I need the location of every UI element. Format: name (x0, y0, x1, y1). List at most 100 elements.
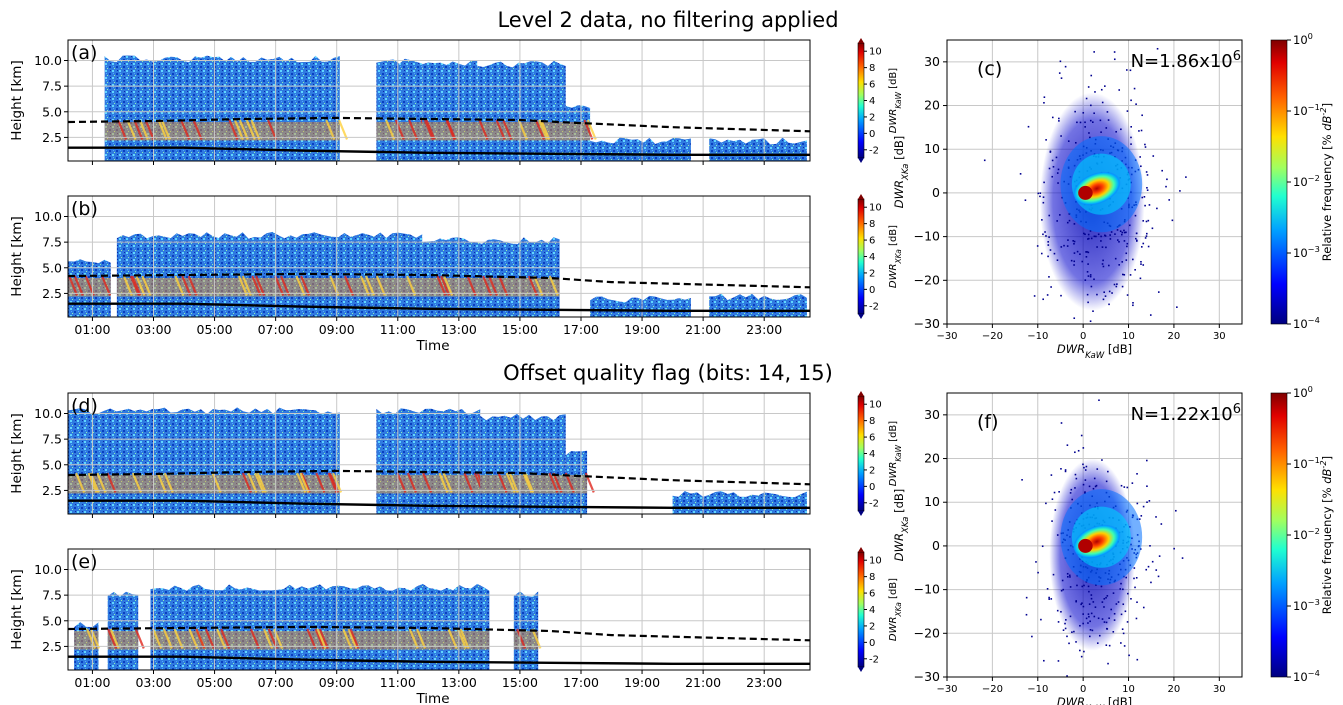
scatter-point (1119, 588, 1122, 590)
colorbar (1270, 39, 1288, 325)
fallstreak (478, 119, 489, 140)
scatter-point (1068, 574, 1071, 577)
scatter-point (1076, 584, 1078, 587)
scatter-point (1125, 576, 1128, 579)
fallstreak (375, 275, 386, 296)
scatter-point (1073, 317, 1076, 320)
x-tick-label: 15:00 (502, 675, 538, 690)
scatter-point (1053, 491, 1056, 494)
colorbar-label: DWRXKa [dB] (888, 225, 903, 288)
x-tick-label: 17:00 (563, 675, 599, 690)
scatter-point (1126, 621, 1129, 623)
scatter-point (1152, 155, 1155, 157)
scatter-point (1066, 245, 1069, 247)
scatter-point (1142, 606, 1145, 609)
colorbar-tick-label: 10−2 (1293, 526, 1320, 542)
scatter-point (1160, 523, 1163, 525)
x-tick-label: −10 (1027, 684, 1048, 695)
scatter-point (1145, 394, 1147, 396)
panel-letter: (d) (71, 395, 98, 417)
colorbar-tick-label: 100 (1293, 384, 1313, 400)
echo-region (107, 591, 139, 670)
scatter-point (1107, 119, 1110, 121)
scatter-point (1060, 422, 1063, 424)
cloud-base-line (68, 146, 810, 157)
fallstreak (296, 472, 307, 493)
scatter-point (1087, 233, 1090, 236)
colorbar-label: Relative frequency [% dB-2] (1318, 456, 1334, 614)
fallstreak (117, 119, 128, 140)
enhanced-dwr-band (116, 278, 423, 297)
scatter-point (1134, 214, 1137, 217)
echo-region (590, 295, 691, 317)
scatter-point (1073, 240, 1076, 243)
scatter-point (1066, 675, 1068, 677)
colorbar-tick-label: 0 (869, 129, 875, 140)
scatter-point (1100, 235, 1102, 238)
colorbar-tick-label: 10 (869, 47, 882, 58)
echo-region (422, 60, 478, 161)
cloud-base-line (68, 499, 810, 509)
colorbar-tick-label: 10 (869, 556, 882, 567)
y-axis-label: Height [km] (9, 413, 25, 493)
plot-area (68, 393, 810, 514)
scatter-point (1070, 488, 1073, 491)
scatter-point (1092, 310, 1094, 312)
scatter-point (1021, 478, 1023, 481)
scatter-point (1080, 434, 1083, 437)
scatter-point (1093, 278, 1095, 281)
scatter-point (1061, 579, 1064, 582)
panel-f-scatter-density: −30 −20 −10 0 10 20 30 −30 −20 −10 0 10 20 30 DWRKaW [… (892, 384, 1334, 705)
fallstreak (280, 275, 291, 296)
scatter-point (1048, 598, 1050, 600)
scatter-point (1179, 190, 1181, 192)
scatter-point (1120, 613, 1123, 616)
scatter-point (1079, 253, 1081, 255)
scatter-point (1063, 244, 1065, 247)
scatter-point (1082, 112, 1085, 114)
scatter-point (1069, 615, 1072, 618)
fallstreak (446, 119, 457, 140)
scatter-point (1107, 662, 1109, 665)
panel-letter: (e) (71, 551, 98, 573)
scatter-point (1077, 449, 1080, 452)
fallstreak (436, 275, 447, 296)
scatter-point (1181, 557, 1184, 559)
scatter-point (1108, 264, 1110, 267)
scatter-point (1074, 451, 1076, 454)
scatter-point (1048, 276, 1050, 278)
scatter-point (1067, 575, 1069, 578)
echo-region (565, 105, 591, 161)
colorbar-extend-min (858, 667, 864, 672)
scatter-point (1155, 516, 1157, 518)
scatter-point (1105, 596, 1107, 599)
scatter-point (1126, 110, 1129, 112)
scatter-point (1048, 214, 1051, 217)
axes-frame (946, 39, 1243, 325)
scatter-point (1094, 485, 1097, 488)
scatter-point (1087, 238, 1089, 240)
fallstreak (247, 472, 258, 493)
scatter-point (1048, 167, 1051, 170)
scatter-point (1084, 469, 1087, 471)
panel-e-dwr-xka-timeheight: 2.5 5.0 7.5 10.0 01:00 03:00 05:00 07:00 09:00 11… (9, 547, 903, 705)
y-tick-label: 7.5 (42, 235, 62, 250)
scatter-point (1052, 165, 1055, 168)
y-axis-label: DWRXKa [dB] (892, 489, 911, 562)
scatter-point (1120, 582, 1122, 585)
scatter-point (1057, 660, 1060, 662)
scatter-point (1089, 230, 1092, 232)
density-peak (1078, 185, 1093, 200)
colorbar (857, 42, 865, 159)
fallstreak (107, 628, 118, 649)
fallstreak (134, 628, 145, 649)
scatter-point (1050, 286, 1052, 288)
scatter-point (1058, 72, 1061, 74)
scatter-point (1133, 577, 1135, 580)
scatter-point (1144, 143, 1146, 146)
plot-area (68, 196, 810, 317)
scatter-point (1140, 129, 1143, 132)
colorbar-tick-label: 10−1 (1293, 102, 1320, 118)
scatter-point (1139, 156, 1141, 158)
y-tick-label: 2.5 (42, 639, 62, 654)
